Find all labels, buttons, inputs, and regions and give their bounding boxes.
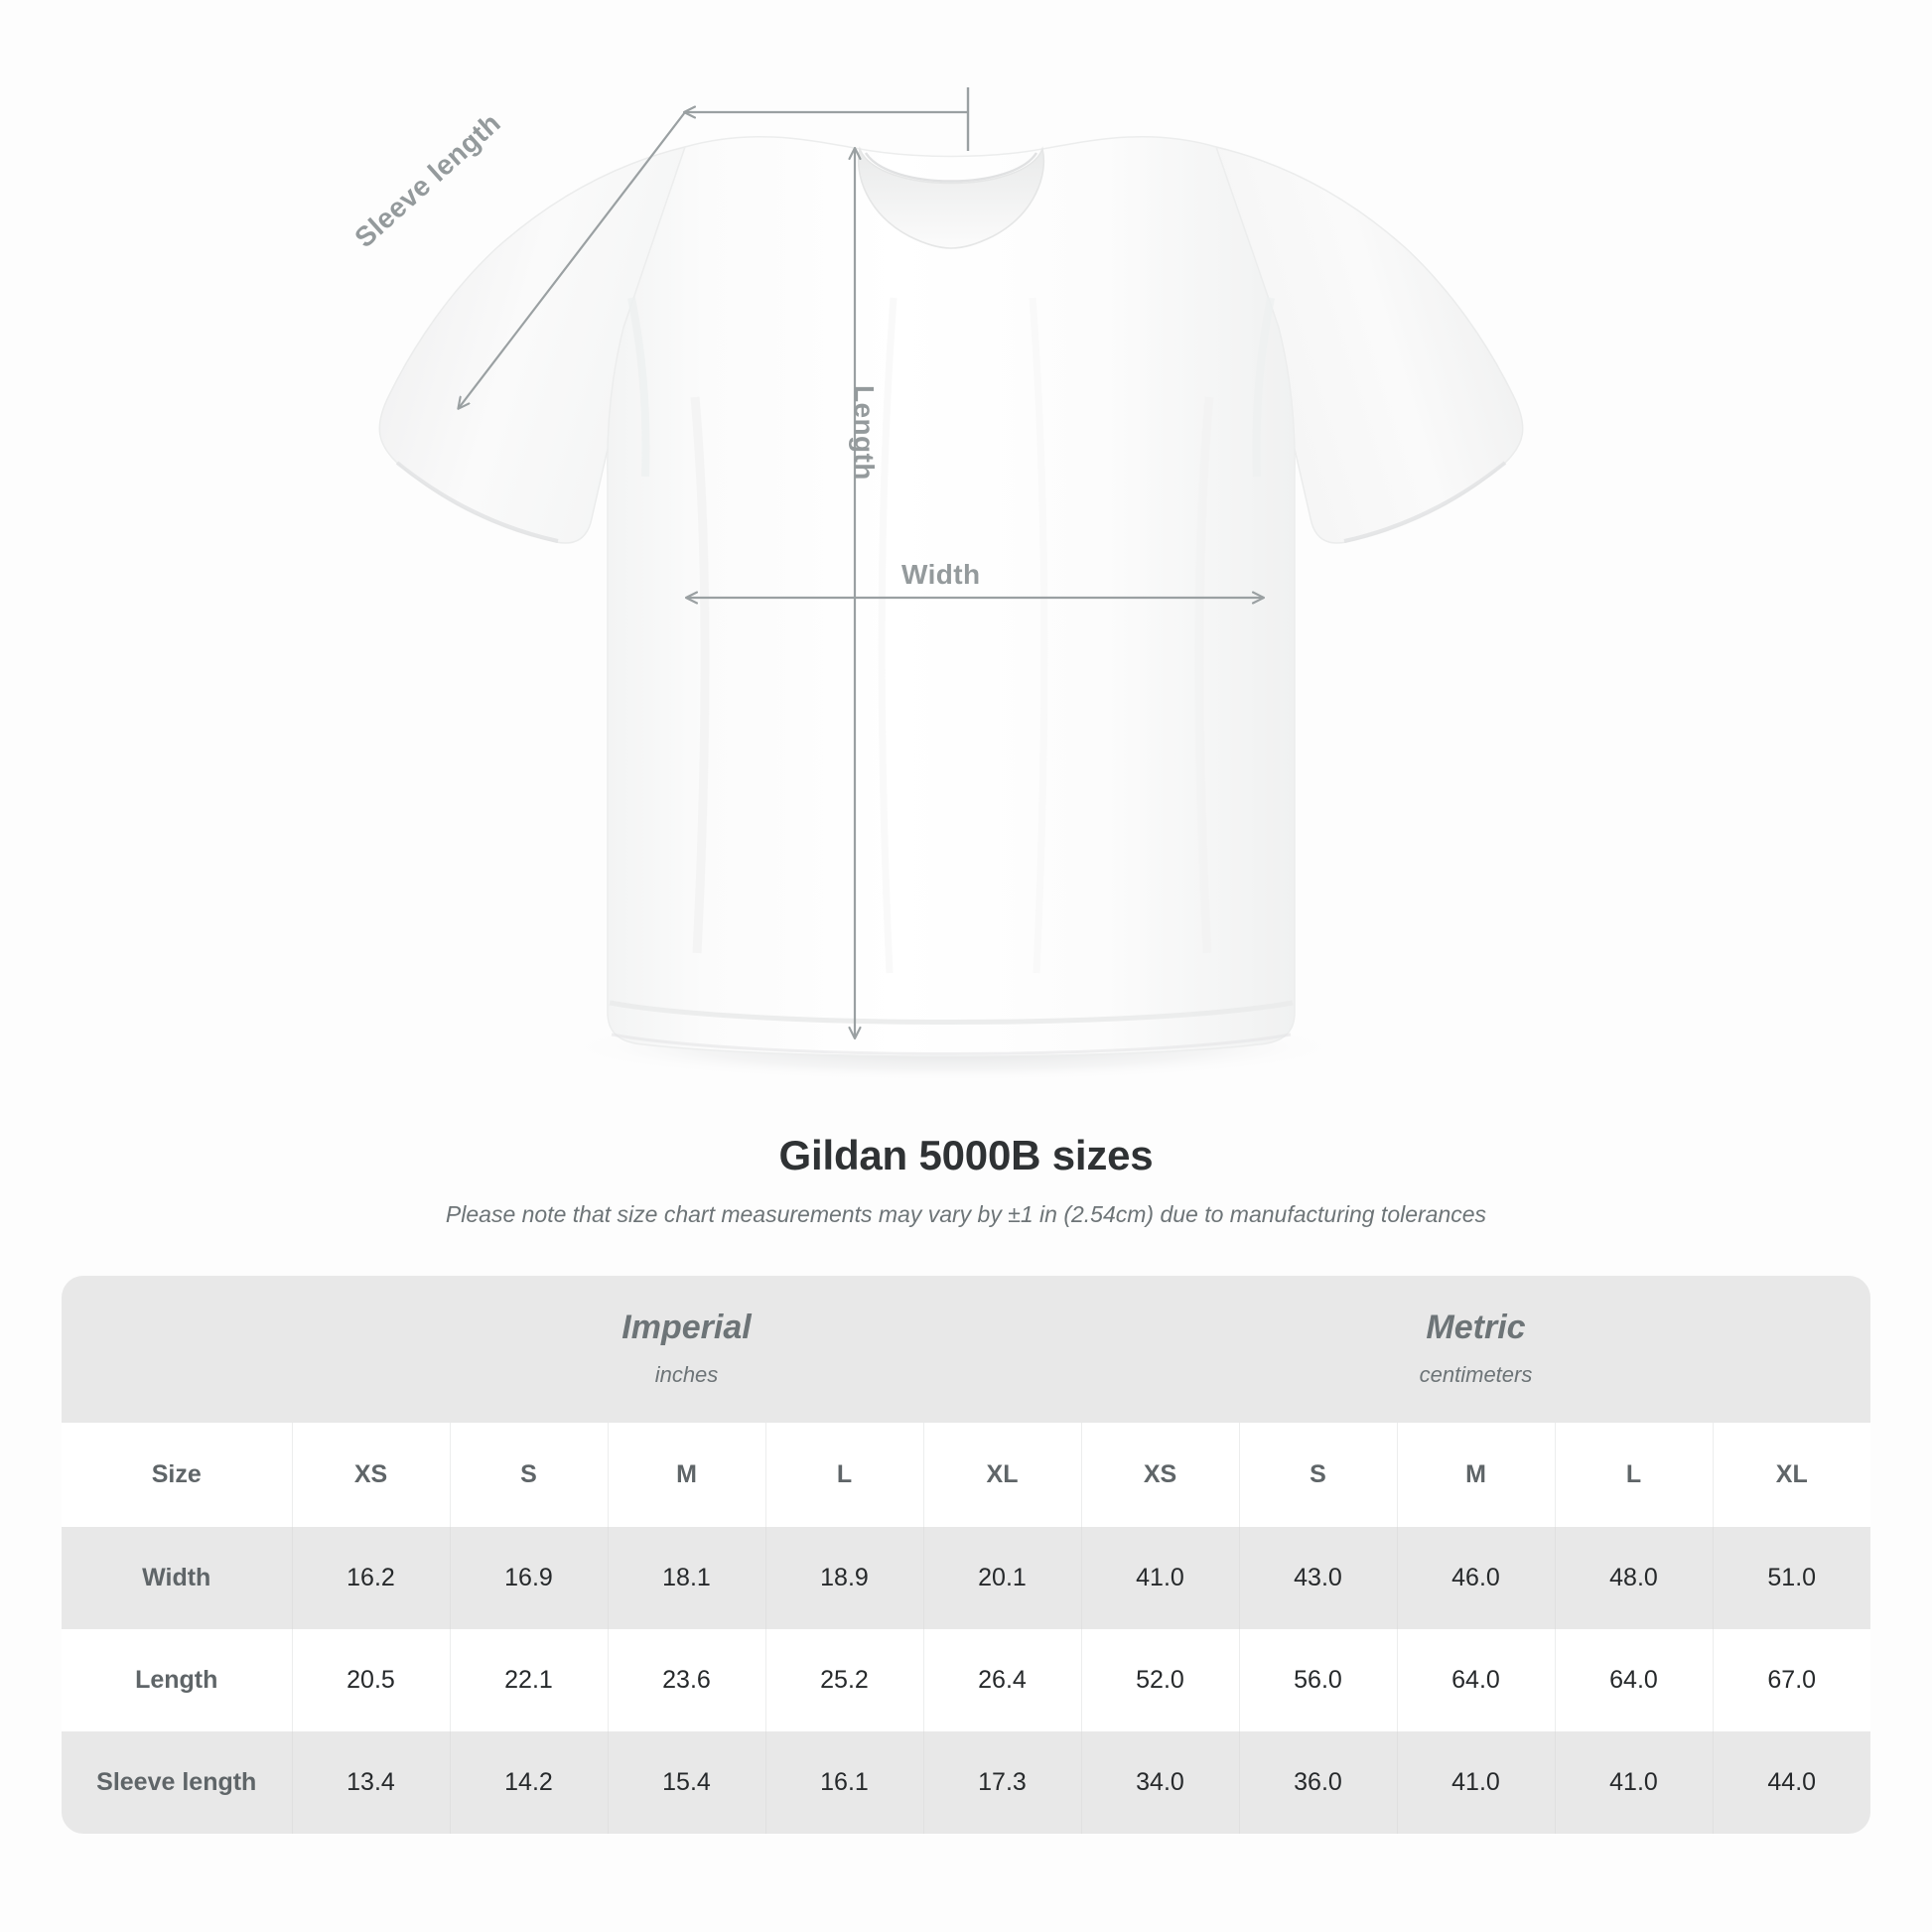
column-header-metric-m: M — [1397, 1423, 1556, 1527]
cell-width-imperial-xl: 20.1 — [923, 1527, 1082, 1629]
sleeve-length-dimension — [459, 87, 970, 408]
cell-length-imperial-l: 25.2 — [765, 1629, 924, 1731]
row-label-sleeve-length: Sleeve length — [62, 1731, 293, 1834]
cell-sleeve-metric-s: 36.0 — [1239, 1731, 1398, 1834]
title-block: Gildan 5000B sizes Please note that size… — [0, 1132, 1932, 1228]
size-table: Imperial inches Metric centimeters Size … — [62, 1276, 1870, 1834]
column-header-imperial-xl: XL — [923, 1423, 1082, 1527]
cell-sleeve-imperial-xs: 13.4 — [292, 1731, 451, 1834]
cell-length-metric-m: 64.0 — [1397, 1629, 1556, 1731]
garment-diagram: Sleeve length Length Width — [348, 87, 1524, 1081]
cell-sleeve-metric-l: 41.0 — [1555, 1731, 1714, 1834]
cell-sleeve-metric-xl: 44.0 — [1713, 1731, 1870, 1834]
unit-sub-imperial: inches — [654, 1361, 719, 1387]
column-header-imperial-m: M — [608, 1423, 766, 1527]
cell-width-imperial-l: 18.9 — [765, 1527, 924, 1629]
column-header-metric-xl: XL — [1713, 1423, 1870, 1527]
cell-length-imperial-s: 22.1 — [450, 1629, 609, 1731]
tolerance-note: Please note that size chart measurements… — [445, 1201, 1487, 1227]
tshirt-illustration-svg — [378, 87, 1524, 1081]
table-row: Sleeve length 13.4 14.2 15.4 16.1 17.3 3… — [62, 1731, 1870, 1834]
cell-sleeve-imperial-s: 14.2 — [450, 1731, 609, 1834]
unit-group-imperial: Imperial inches — [292, 1276, 1081, 1423]
cell-length-imperial-xl: 26.4 — [923, 1629, 1082, 1731]
cell-width-metric-xs: 41.0 — [1081, 1527, 1240, 1629]
column-header-metric-s: S — [1239, 1423, 1398, 1527]
size-table-container: Imperial inches Metric centimeters Size … — [62, 1276, 1870, 1834]
size-header-row: Size XS S M L XL XS S M L XL — [62, 1423, 1870, 1527]
cell-length-imperial-xs: 20.5 — [292, 1629, 451, 1731]
row-label-width: Width — [62, 1527, 293, 1629]
cell-sleeve-metric-m: 41.0 — [1397, 1731, 1556, 1834]
unit-banner-spacer — [62, 1276, 292, 1423]
column-header-metric-xs: XS — [1081, 1423, 1240, 1527]
row-label-length: Length — [62, 1629, 293, 1731]
column-header-imperial-s: S — [450, 1423, 609, 1527]
cell-length-metric-l: 64.0 — [1555, 1629, 1714, 1731]
cell-width-imperial-s: 16.9 — [450, 1527, 609, 1629]
table-row: Length 20.5 22.1 23.6 25.2 26.4 52.0 56.… — [62, 1629, 1870, 1731]
cell-length-metric-s: 56.0 — [1239, 1629, 1398, 1731]
cell-width-metric-xl: 51.0 — [1713, 1527, 1870, 1629]
cell-length-metric-xl: 67.0 — [1713, 1629, 1870, 1731]
unit-sub-metric: centimeters — [1419, 1361, 1533, 1387]
unit-banner-row: Imperial inches Metric centimeters — [62, 1276, 1870, 1423]
cell-length-imperial-m: 23.6 — [608, 1629, 766, 1731]
cell-width-metric-l: 48.0 — [1555, 1527, 1714, 1629]
length-label: Length — [849, 385, 880, 481]
cell-sleeve-imperial-xl: 17.3 — [923, 1731, 1082, 1834]
column-header-imperial-l: L — [765, 1423, 924, 1527]
cell-sleeve-imperial-m: 15.4 — [608, 1731, 766, 1834]
column-header-metric-l: L — [1555, 1423, 1714, 1527]
column-header-size: Size — [62, 1423, 293, 1527]
cell-sleeve-metric-xs: 34.0 — [1081, 1731, 1240, 1834]
page-title: Gildan 5000B sizes — [778, 1132, 1154, 1178]
unit-name-imperial: Imperial — [621, 1309, 752, 1347]
cell-length-metric-xs: 52.0 — [1081, 1629, 1240, 1731]
width-label: Width — [901, 559, 981, 590]
cell-width-imperial-xs: 16.2 — [292, 1527, 451, 1629]
unit-group-metric: Metric centimeters — [1081, 1276, 1870, 1423]
cell-width-imperial-m: 18.1 — [608, 1527, 766, 1629]
cell-width-metric-m: 46.0 — [1397, 1527, 1556, 1629]
cell-sleeve-imperial-l: 16.1 — [765, 1731, 924, 1834]
table-row: Width 16.2 16.9 18.1 18.9 20.1 41.0 43.0… — [62, 1527, 1870, 1629]
unit-name-metric: Metric — [1426, 1309, 1526, 1347]
column-header-imperial-xs: XS — [292, 1423, 451, 1527]
cell-width-metric-s: 43.0 — [1239, 1527, 1398, 1629]
